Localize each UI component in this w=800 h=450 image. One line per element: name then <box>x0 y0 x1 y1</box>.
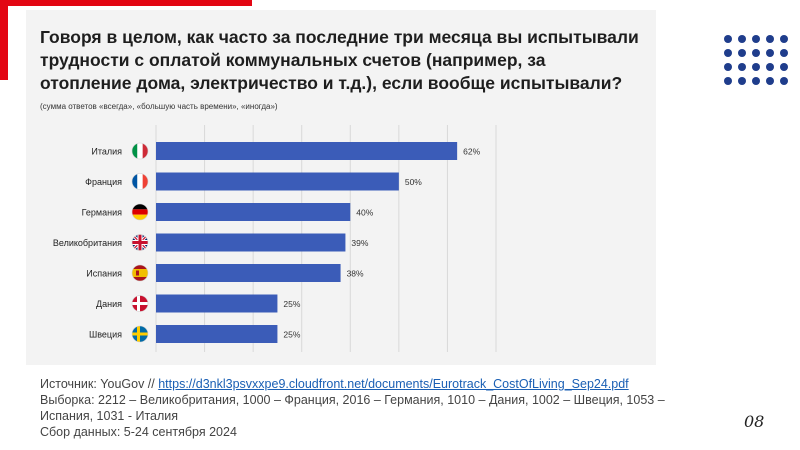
flag-ring <box>131 234 149 251</box>
data-label: 39% <box>351 238 368 248</box>
decor-dot <box>752 63 760 71</box>
bar <box>156 233 346 252</box>
flag-ring <box>131 264 149 282</box>
flag-ring <box>131 142 149 160</box>
bar-chart: Италия 62% Франция 50% Германия 40% Великобрит… <box>53 125 497 352</box>
decor-dot <box>766 63 774 71</box>
denmark-flag-icon <box>132 295 148 312</box>
decor-dot <box>724 77 732 85</box>
decor-dot <box>738 35 746 43</box>
flag-ring <box>131 173 149 190</box>
category-label: Франция <box>85 177 122 187</box>
source-line: Источник: YouGov // https://d3nkl3psvxxp… <box>40 376 700 392</box>
italy-flag-icon <box>132 143 148 159</box>
category-label: Испания <box>86 269 122 279</box>
germany-flag-icon <box>132 204 148 220</box>
chart-subtitle: (сумма ответов «всегда», «большую часть … <box>40 102 278 111</box>
decor-dot <box>752 77 760 85</box>
footer: Источник: YouGov // https://d3nkl3psvxxp… <box>40 376 700 440</box>
category-label: Италия <box>91 147 122 157</box>
flag-ring <box>131 203 149 221</box>
decor-dot <box>766 77 774 85</box>
decor-dot <box>766 35 774 43</box>
source-link[interactable]: https://d3nkl3psvxxpe9.cloudfront.net/do… <box>158 377 629 391</box>
sweden-flag-icon <box>132 326 148 342</box>
decor-dot <box>724 35 732 43</box>
bar <box>156 203 351 221</box>
data-label: 25% <box>283 330 300 340</box>
data-label: 62% <box>463 147 480 157</box>
sample-info: Выборка: 2212 – Великобритания, 1000 – Ф… <box>40 393 665 423</box>
data-label: 50% <box>405 177 422 187</box>
bar <box>156 172 399 191</box>
category-label: Германия <box>82 208 122 218</box>
spain-flag-icon <box>132 265 148 281</box>
data-label: 25% <box>283 299 300 309</box>
decor-dot <box>752 35 760 43</box>
bar <box>156 294 278 313</box>
decor-dot <box>738 63 746 71</box>
slide-title: Говоря в целом, как часто за последние т… <box>40 27 639 93</box>
data-label: 38% <box>347 269 364 279</box>
decor-dot <box>780 49 788 57</box>
decor-dot <box>780 35 788 43</box>
bar <box>156 325 278 343</box>
data-label: 40% <box>356 208 373 218</box>
bar <box>156 142 458 160</box>
uk-flag-icon <box>132 234 148 251</box>
decor-dot <box>766 49 774 57</box>
category-label: Швеция <box>89 330 122 340</box>
dot-grid-decoration <box>724 35 794 90</box>
decor-dot <box>738 49 746 57</box>
red-side-accent <box>0 0 8 80</box>
decor-dot <box>724 49 732 57</box>
bar <box>156 264 341 282</box>
collection-dates: Сбор данных: 5-24 сентября 2024 <box>40 425 237 439</box>
decor-dot <box>780 63 788 71</box>
decor-dot <box>724 63 732 71</box>
flag-ring <box>131 295 149 312</box>
decor-dot <box>752 49 760 57</box>
page-number: 08 <box>744 412 765 431</box>
flag-ring <box>131 325 149 343</box>
red-accent-bar <box>0 0 252 6</box>
source-label: Источник: YouGov // <box>40 377 159 391</box>
category-label: Дания <box>96 299 122 309</box>
decor-dot <box>780 77 788 85</box>
france-flag-icon <box>132 173 148 190</box>
category-label: Великобритания <box>53 238 122 248</box>
decor-dot <box>738 77 746 85</box>
